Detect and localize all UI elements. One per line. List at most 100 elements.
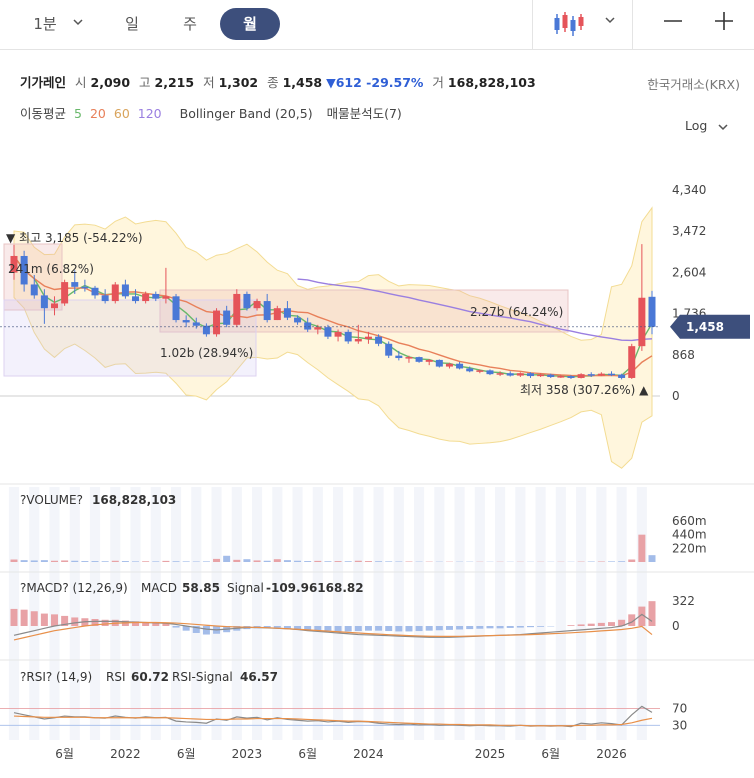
macd-histogram-bar <box>395 626 403 632</box>
macd-histogram-bar <box>405 626 413 632</box>
period-week-tab[interactable]: 주 <box>168 8 212 40</box>
volume-bar <box>91 561 99 562</box>
candle-body <box>395 355 403 359</box>
volume-bar <box>30 560 38 562</box>
grid-stripe <box>393 487 404 740</box>
volume-profile-label: 매물분석도(7) <box>326 106 402 121</box>
volume-bar <box>283 560 291 562</box>
candle-body <box>628 346 636 378</box>
ma-period-20: 20 <box>89 106 106 121</box>
macd-histogram-bar <box>304 626 312 630</box>
candle-body <box>587 374 595 376</box>
macd-histogram-bar <box>415 626 423 632</box>
grid-stripe <box>555 487 566 740</box>
macd-histogram-bar <box>466 626 474 630</box>
macd-tick: 0 <box>672 619 680 633</box>
candle-body <box>435 359 443 367</box>
zone-label: 1.02b (28.94%) <box>160 346 253 360</box>
current-price-value: 1,458 <box>686 320 724 334</box>
candle-body <box>324 327 332 337</box>
grid-stripe <box>191 487 202 740</box>
candle-body <box>597 373 605 376</box>
volume-bar <box>182 561 190 562</box>
candle-body <box>152 293 160 299</box>
macd-histogram-bar <box>344 626 352 632</box>
candle-body <box>111 284 119 302</box>
grid-stripe <box>272 487 283 740</box>
volume-bar <box>20 560 28 562</box>
candle-body <box>182 320 190 323</box>
grid-stripe <box>596 487 607 740</box>
log-scale-label: Log <box>685 118 708 133</box>
candle-body <box>20 255 28 285</box>
candle-body <box>314 327 322 330</box>
chevron-down-icon[interactable] <box>604 14 616 29</box>
rsi-signal-value: 46.57 <box>240 670 278 684</box>
volume-label: 거 <box>432 75 444 90</box>
macd-histogram-bar <box>192 626 200 633</box>
macd-histogram-bar <box>314 626 322 631</box>
ma-label: 이동평균 <box>20 106 67 121</box>
volume-bar <box>71 560 79 562</box>
zoom-out-button[interactable] <box>662 4 684 42</box>
candlestick-icon[interactable] <box>552 10 584 42</box>
period-month-tab[interactable]: 월 <box>220 8 280 40</box>
open-label: 시 <box>75 75 87 90</box>
macd-histogram-bar <box>456 626 464 630</box>
volume-bar <box>40 560 48 562</box>
ma-periods: 5 20 60 120 <box>70 106 166 121</box>
volume-bar <box>81 561 89 562</box>
candle-body <box>51 303 59 309</box>
macd-histogram-bar <box>516 626 524 628</box>
volume-bar <box>273 559 281 562</box>
grid-stripe <box>434 487 445 740</box>
high-annotation: ▼ 최고 3,185 (-54.22%) <box>6 231 143 245</box>
candle-body <box>557 376 565 378</box>
candle-body <box>223 310 231 325</box>
bollinger-band <box>13 206 653 469</box>
macd-histogram-bar <box>132 621 140 626</box>
rsi-label: RSI <box>106 670 126 684</box>
candle-body <box>40 295 48 309</box>
candle-body <box>364 336 372 340</box>
volume-bar <box>263 560 271 562</box>
x-axis-label: 2024 <box>353 747 384 761</box>
candle-body <box>607 373 615 376</box>
volume-bar <box>344 561 352 562</box>
candle-body <box>233 293 241 325</box>
period-label: 월 <box>243 15 257 33</box>
grid-stripe <box>454 487 465 740</box>
macd-histogram-bar <box>91 619 99 626</box>
macd-histogram-bar <box>10 608 18 626</box>
period-1min-tab[interactable]: 1분 <box>20 8 70 40</box>
volume-tick: 660m <box>672 514 707 528</box>
zoom-in-button[interactable] <box>713 4 735 42</box>
period-day-tab[interactable]: 일 <box>110 8 154 40</box>
volume-panel-value: 168,828,103 <box>92 493 176 507</box>
macd-signal-line <box>13 621 653 641</box>
x-axis-label: 2026 <box>596 747 627 761</box>
volume-bar <box>132 561 140 562</box>
chevron-down-icon[interactable] <box>72 16 84 31</box>
signal-value: -109.96168.82 <box>266 581 364 595</box>
grid-stripe <box>69 487 80 740</box>
macd-histogram-bar <box>152 622 160 626</box>
candle-body <box>243 293 251 309</box>
candle-body <box>385 343 393 356</box>
macd-label: MACD <box>141 581 177 595</box>
volume-bar <box>202 561 210 562</box>
candle-body <box>192 322 200 326</box>
candle-body <box>61 282 69 304</box>
volume-bar <box>628 559 636 562</box>
log-scale-toggle[interactable]: Log <box>685 118 729 133</box>
macd-histogram-bar <box>537 626 545 627</box>
candle-body <box>172 296 180 321</box>
period-label: 1분 <box>33 15 57 33</box>
indicator-legend[interactable]: 이동평균 5 20 60 120 Bollinger Band (20,5) 매물분석도… <box>20 103 406 122</box>
period-label: 주 <box>183 15 197 33</box>
volume-bar <box>162 560 170 562</box>
candle-body <box>618 374 626 378</box>
candle-body <box>344 331 352 342</box>
candle-body <box>294 317 302 323</box>
